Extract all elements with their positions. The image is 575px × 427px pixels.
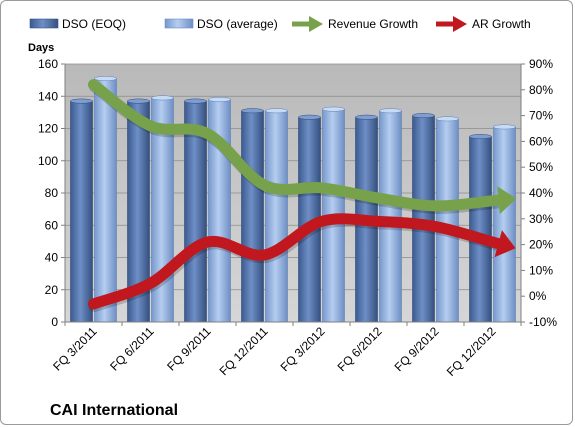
x-tick-label: FQ 3/2011 (50, 324, 100, 374)
y2-axis-ticks: -10% 0% 10% 20% 30% 40% 50% 60% 70% 80% 90% (521, 57, 557, 329)
y-tick-label: 120 (38, 122, 58, 136)
y2-tick-label: -10% (529, 315, 557, 329)
bar-dso-eoq (70, 98, 93, 323)
bar-dso-eoq-cap (412, 113, 435, 119)
legend-label-dso-eoq: DSO (EOQ) (62, 17, 126, 31)
bar-dso-average (436, 116, 459, 323)
bar-dso-average-body (265, 110, 288, 323)
bar-dso-average-cap (322, 106, 345, 112)
y-tick-label: 100 (38, 154, 58, 168)
bar-dso-average (379, 108, 402, 323)
bar-dso-eoq-body (469, 136, 492, 323)
growth-lines (88, 79, 517, 312)
x-tick-label: FQ 12/2012 (444, 324, 499, 379)
line-ar-growth-path (88, 213, 505, 310)
legend-label-ar-growth: AR Growth (472, 17, 531, 31)
y2-tick-label: 10% (529, 263, 553, 277)
bar-dso-eoq-cap (355, 114, 378, 120)
line-revenue-growth-arrowhead (497, 186, 517, 215)
y2-tick-label: 80% (529, 83, 553, 97)
y-tick-label: 20 (45, 283, 59, 297)
bar-dso-average-cap (436, 116, 459, 122)
y2-tick-label: 40% (529, 186, 553, 200)
y2-tick-label: 20% (529, 238, 553, 252)
bar-dso-average-cap (379, 108, 402, 114)
line-ar-growth-arrowhead (494, 230, 516, 258)
line-ar-growth (88, 213, 516, 312)
bar-dso-eoq (412, 113, 435, 323)
x-tick-label: FQ 6/2012 (335, 324, 385, 374)
x-axis-ticks: FQ 3/2011 FQ 6/2011 FQ 9/2011 FQ 12/2011 FQ … (50, 322, 522, 379)
bar-dso-eoq-cap (469, 134, 492, 140)
bar-dso-eoq-cap (241, 108, 264, 114)
legend-swatch-dso-average (164, 18, 194, 29)
y-axis-ticks: 0 20 40 60 80 100 120 140 160 (38, 57, 65, 329)
y-tick-label: 40 (45, 251, 59, 265)
y-axis-title: Days (28, 42, 54, 54)
legend-label-dso-average: DSO (average) (197, 17, 278, 31)
bar-dso-average-body (94, 78, 117, 323)
bar-dso-eoq-cap (70, 98, 93, 104)
bar-dso-eoq-cap (127, 98, 150, 104)
y-tick-label: 60 (45, 218, 59, 232)
legend-swatch-dso-eoq (29, 18, 59, 29)
y-tick-label: 80 (45, 186, 59, 200)
bar-dso-average-body (493, 126, 516, 323)
y-tick-label: 140 (38, 89, 58, 103)
y2-tick-label: 30% (529, 212, 553, 226)
legend-arrow-revenue-growth (292, 16, 323, 32)
line-revenue-growth (88, 79, 517, 215)
line-revenue-growth-path (88, 79, 505, 212)
y2-tick-label: 70% (529, 109, 553, 123)
x-tick-label: FQ 9/2011 (164, 324, 214, 374)
bar-dso-average-cap (265, 108, 288, 114)
bar-dso-average (94, 76, 117, 323)
bar-dso-average (493, 124, 516, 323)
bar-dso-average-cap (151, 95, 174, 101)
bar-dso-eoq (184, 98, 207, 323)
y-tick-label: 0 (51, 315, 58, 329)
bar-dso-average-cap (493, 124, 516, 130)
bar-dso-eoq (469, 134, 492, 323)
bar-dso-eoq-cap (184, 98, 207, 104)
bar-dso-eoq-cap (298, 114, 321, 120)
x-tick-label: FQ 12/2011 (217, 324, 271, 378)
legend-arrow-ar-growth (436, 16, 467, 32)
y2-tick-label: 0% (529, 289, 547, 303)
bar-dso-eoq-body (70, 100, 93, 323)
x-tick-label: FQ 6/2011 (107, 324, 157, 374)
bars (70, 76, 516, 323)
y2-tick-label: 90% (529, 57, 553, 71)
bar-dso-average-cap (94, 76, 117, 81)
x-tick-label: FQ 3/2012 (278, 324, 328, 374)
y2-tick-label: 50% (529, 160, 553, 174)
bar-dso-average-body (436, 118, 459, 323)
bar-dso-eoq-body (241, 110, 264, 323)
y2-tick-label: 60% (529, 134, 553, 148)
legend-label-revenue-growth: Revenue Growth (328, 17, 418, 31)
legend: DSO (EOQ) DSO (average) Revenue Growth A… (29, 16, 531, 32)
bar-dso-average-cap (208, 97, 231, 102)
chart-caption: CAI International (50, 402, 178, 419)
bar-dso-eoq (241, 108, 264, 323)
bar-dso-average (265, 108, 288, 323)
y-tick-label: 160 (38, 57, 58, 71)
x-tick-label: FQ 9/2012 (392, 324, 442, 374)
